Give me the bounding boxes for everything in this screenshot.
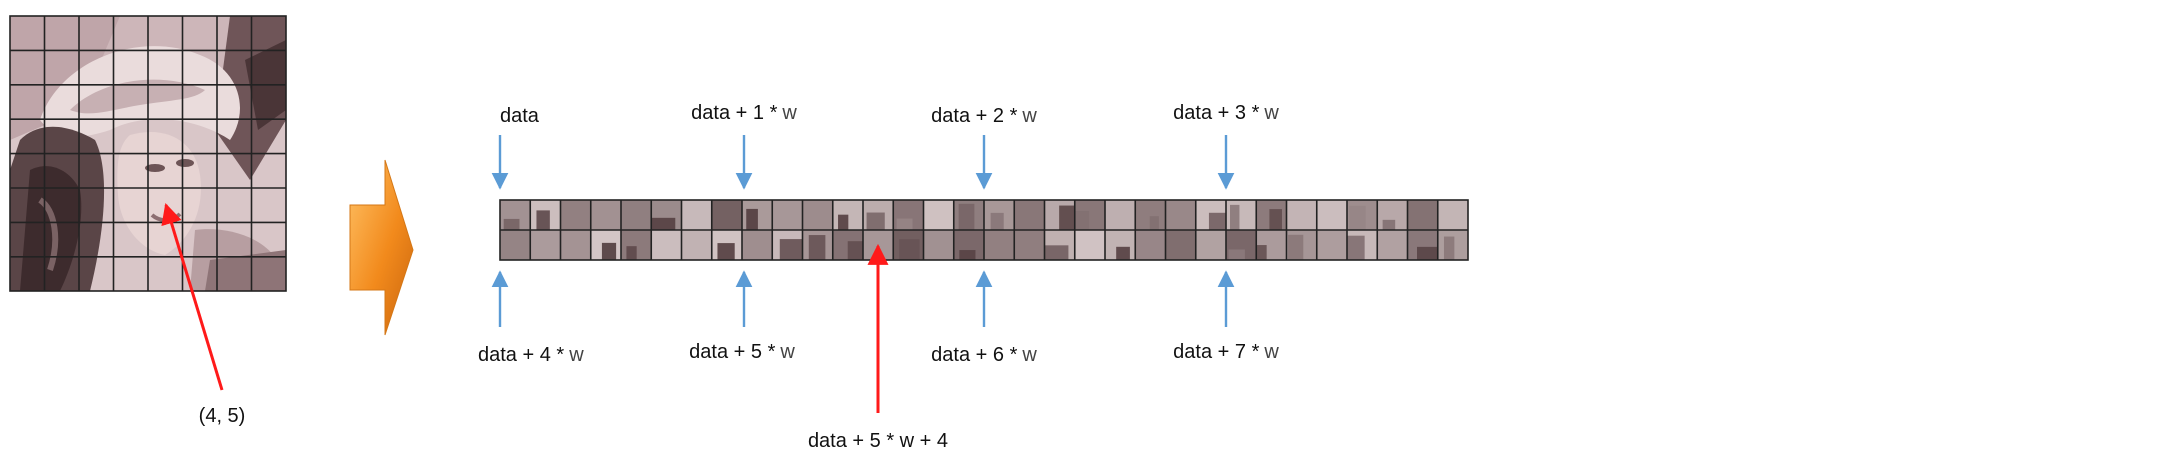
memory-cell	[923, 230, 954, 260]
memory-cell	[1316, 230, 1347, 260]
memory-strip	[499, 199, 1469, 261]
pixel-coordinate-label: (4, 5)	[199, 405, 246, 427]
row-7-label: data + 7 * w	[1173, 341, 1279, 363]
memory-cell-texture	[1116, 246, 1130, 260]
memory-cell-texture	[1288, 234, 1304, 260]
memory-cell	[530, 230, 561, 260]
memory-cell	[681, 230, 712, 260]
memory-cell-texture	[1075, 211, 1090, 230]
memory-cell	[1286, 200, 1317, 230]
memory-cell	[923, 200, 954, 230]
memory-cell	[984, 230, 1015, 260]
memory-cell	[1195, 230, 1226, 260]
memory-cell-texture	[717, 243, 735, 260]
memory-cell	[772, 200, 803, 230]
memory-cell-texture	[1382, 219, 1396, 230]
row-6-label: data + 6 * w	[931, 344, 1037, 366]
row-2-label: data + 2 * w	[931, 105, 1037, 127]
source-image-grid	[9, 15, 287, 292]
row-3-label: data + 3 * w	[1173, 102, 1279, 124]
row-0-label: data	[500, 105, 540, 127]
row-offset-labels-top: data data + 1 * w data + 2 * w data + 3 * w	[491, 102, 1279, 190]
memory-cell-texture	[896, 218, 913, 230]
memory-cell-texture	[652, 217, 676, 230]
memory-cell-texture	[1044, 245, 1069, 260]
memory-cell	[681, 200, 712, 230]
memory-cell-texture	[990, 212, 1004, 230]
transform-arrow	[349, 159, 414, 336]
memory-cell-texture	[1443, 236, 1455, 260]
memory-cell	[1014, 230, 1045, 260]
memory-cell	[1165, 200, 1196, 230]
memory-cell-texture	[1269, 209, 1282, 230]
memory-cell	[742, 230, 773, 260]
memory-cell-texture	[746, 208, 758, 230]
memory-strip-cells	[500, 200, 1468, 260]
memory-cell-texture	[1228, 249, 1245, 260]
memory-cell	[1014, 200, 1045, 230]
memory-cell-texture	[503, 218, 520, 230]
memory-cell-texture	[847, 241, 867, 260]
memory-cell-texture	[1349, 205, 1366, 230]
memory-cell-texture	[959, 250, 976, 260]
memory-cell-texture	[536, 210, 550, 230]
memory-cell	[1074, 230, 1105, 260]
memory-cell-texture	[1149, 216, 1159, 230]
row-5-label: data + 5 * w	[689, 341, 795, 363]
row-offset-labels-bottom: data + 4 * w data + 5 * w data + 6 * w data…	[478, 270, 1279, 366]
memory-cell-texture	[838, 214, 849, 230]
memory-cell	[621, 200, 652, 230]
memory-cell-texture	[1230, 204, 1240, 230]
memory-cell	[1105, 200, 1136, 230]
memory-cell-texture	[899, 239, 920, 260]
row-4-label: data + 4 * w	[478, 344, 584, 366]
memory-cell-texture	[958, 203, 975, 230]
memory-cell	[560, 200, 591, 230]
memory-cell	[590, 200, 621, 230]
memory-cell-texture	[1416, 246, 1440, 260]
memory-cell	[1165, 230, 1196, 260]
memory-cell	[651, 230, 682, 260]
row-1-label: data + 1 * w	[691, 102, 797, 124]
memory-cell	[1437, 200, 1468, 230]
memory-strip-grid	[499, 199, 1469, 261]
memory-cell	[1316, 200, 1347, 230]
memory-cell-texture	[779, 239, 803, 260]
memory-cell	[711, 200, 742, 230]
memory-cell	[560, 230, 591, 260]
memory-cell-texture	[866, 212, 885, 230]
memory-cell	[500, 230, 531, 260]
memory-cell-texture	[626, 246, 637, 260]
memory-cell-texture	[1347, 235, 1365, 260]
source-image	[9, 15, 287, 292]
element-address-label: data + 5 * w + 4	[808, 430, 948, 452]
memory-cell	[802, 200, 833, 230]
memory-cell-texture	[1256, 245, 1267, 260]
memory-cell	[1407, 200, 1438, 230]
memory-cell-texture	[808, 235, 826, 260]
memory-cell-texture	[1208, 212, 1227, 230]
memory-cell-texture	[601, 242, 617, 260]
memory-cell	[1135, 230, 1166, 260]
pixel-pointer-arrow	[161, 202, 224, 391]
memory-cell	[1377, 230, 1408, 260]
